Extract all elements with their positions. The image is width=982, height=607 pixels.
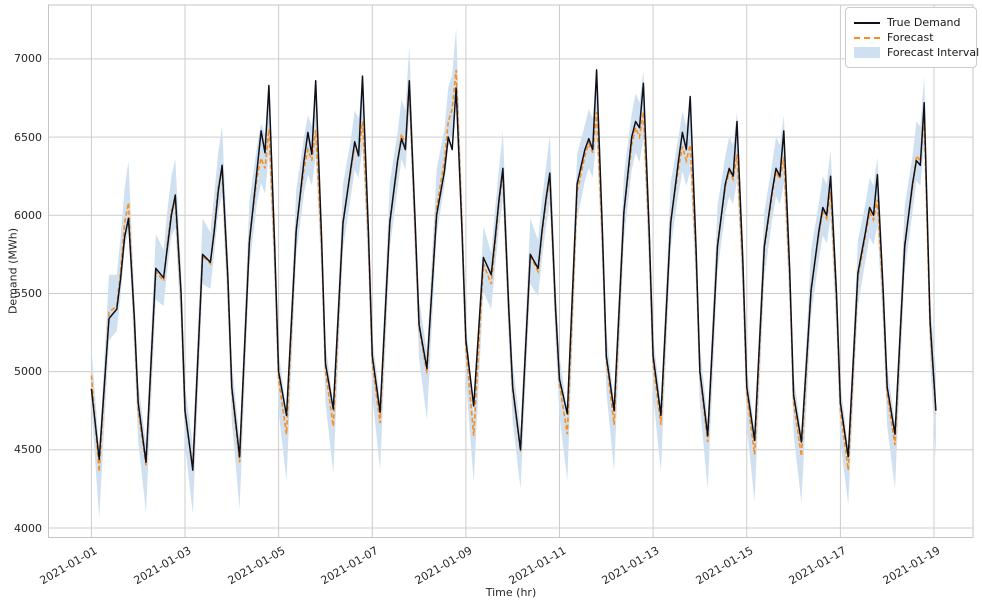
legend-label-forecast-interval: Forecast Interval (887, 46, 980, 59)
legend: True Demand Forecast Forecast Interval (845, 7, 979, 68)
true-demand-line (90, 69, 937, 471)
legend-label-true-demand: True Demand (887, 16, 961, 29)
legend-item-true-demand: True Demand (854, 16, 968, 29)
chart-series (90, 27, 937, 519)
legend-label-forecast: Forecast (887, 31, 934, 44)
x-axis-title: Time (hr) (485, 586, 537, 599)
y-tick-label: 6000 (14, 208, 42, 222)
y-axis-title: Demand (MWh) (6, 227, 20, 315)
forecast-interval-patch-swatch (854, 47, 880, 58)
forecast-dashed-line-swatch (854, 36, 880, 39)
y-tick-label: 7000 (14, 52, 42, 66)
legend-item-forecast: Forecast (854, 31, 968, 44)
y-tick-label: 6500 (14, 130, 42, 144)
legend-item-forecast-interval: Forecast Interval (854, 46, 979, 59)
y-tick-label: 5500 (14, 287, 42, 300)
y-tick-label: 5000 (14, 365, 42, 379)
y-tick-label: 4000 (14, 521, 42, 535)
y-tick-label: 4500 (14, 443, 42, 457)
forecast-interval-band (91, 27, 936, 519)
true-demand-line-swatch (854, 21, 880, 24)
gridlines (48, 5, 973, 538)
plot-border (48, 4, 974, 538)
